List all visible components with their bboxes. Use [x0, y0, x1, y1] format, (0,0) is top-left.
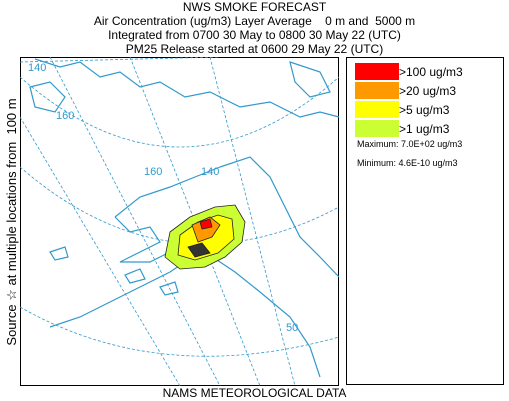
legend-swatch [355, 63, 399, 80]
subtitle: Air Concentration (ug/m3) Layer Average … [93, 14, 416, 28]
grid-label: 140 [28, 62, 46, 74]
grid-label: 160 [144, 166, 162, 178]
side-label: Source ☆ at multiple locations from 100 … [4, 98, 19, 346]
footer: NAMS METEOROLOGICAL DATA [162, 386, 347, 400]
legend-swatch [355, 120, 399, 137]
legend-swatch [355, 101, 399, 118]
map: 140 160 160 140 50 [20, 57, 339, 386]
legend-label: >20 ug/m3 [399, 84, 457, 98]
legend-label: >1 ug/m3 [399, 122, 450, 136]
minimum: Minimum: 4.6E-10 ug/m3 [357, 158, 458, 168]
legend: >100 ug/m3 >20 ug/m3 >5 ug/m3 >1 ug/m3 Maxim… [346, 57, 504, 385]
subtitle: Integrated from 0700 30 May to 0800 30 M… [108, 28, 401, 42]
grid-label: 50 [286, 322, 298, 334]
map-frame [20, 57, 339, 386]
legend-label: >5 ug/m3 [399, 103, 450, 117]
smoke [164, 204, 246, 270]
grid-label: 140 [201, 166, 219, 178]
subtitle: PM25 Release started at 0600 29 May 22 (… [125, 42, 384, 56]
coastline [29, 58, 339, 378]
maximum: Maximum: 7.0E+02 ug/m3 [357, 139, 463, 149]
grid-label: 160 [56, 110, 74, 122]
legend-swatch [355, 82, 399, 99]
title: NWS SMOKE FORECAST [182, 0, 327, 14]
legend-label: >100 ug/m3 [399, 65, 463, 79]
